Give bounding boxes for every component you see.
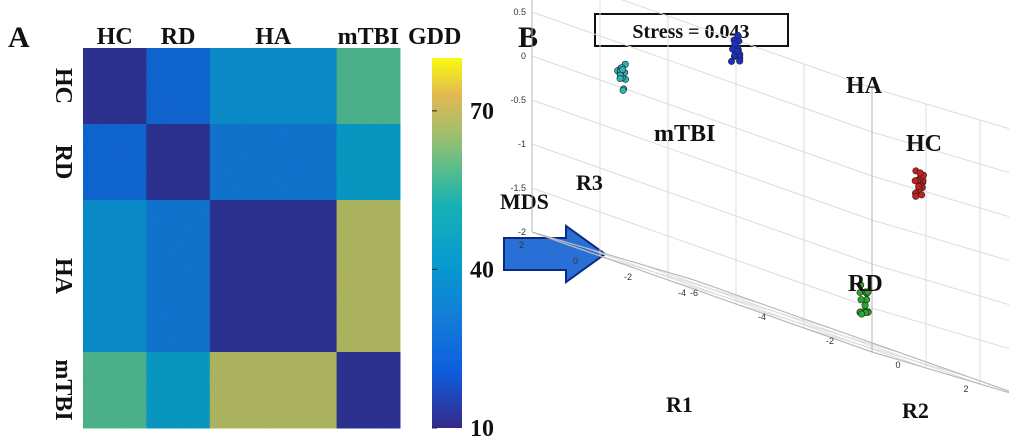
point-hc xyxy=(915,182,923,190)
stress-box xyxy=(594,13,789,47)
r2-tick--6: -6 xyxy=(690,288,698,298)
column-label-rd: RD xyxy=(161,24,196,50)
r1-tick-0: 0 xyxy=(573,256,578,266)
panel-a-letter: A xyxy=(8,21,30,54)
r1-tick--2: -2 xyxy=(624,272,632,282)
grid-line xyxy=(531,187,873,309)
heatmap-column-labels: HC RD HA mTBI xyxy=(97,24,399,50)
axis-r3-label: R3 xyxy=(576,170,603,195)
point-mtbi xyxy=(616,75,624,83)
grid-line xyxy=(531,143,873,265)
cluster-label-rd: RD xyxy=(848,271,883,297)
r2-tick--4: -4 xyxy=(758,312,766,322)
grid-line xyxy=(621,0,873,89)
point-hc xyxy=(916,169,924,177)
grid-line xyxy=(667,279,831,329)
r3-tick--1: -1 xyxy=(518,139,526,149)
cluster-label-mtbi: mTBI xyxy=(654,121,715,147)
axis-ticks-3d: 10.50-0.5-1-1.5-220-2-4-6-4-2024 xyxy=(510,7,968,394)
colorbar-label: GDD xyxy=(408,24,461,50)
colorbar xyxy=(432,58,462,428)
cluster-mtbi xyxy=(614,60,630,94)
row-label-ha: HA xyxy=(50,258,76,295)
r3-tick-0: 0 xyxy=(521,51,526,61)
point-mtbi xyxy=(619,86,627,94)
point-rd xyxy=(861,301,869,309)
point-rd xyxy=(858,310,866,318)
column-label-mtbi: mTBI xyxy=(338,24,399,50)
cluster-ha xyxy=(728,31,744,65)
grid-line xyxy=(531,11,873,133)
mds-arrow-icon xyxy=(503,224,607,284)
colorbar-ticks: 70 40 10 xyxy=(432,99,494,437)
point-rd xyxy=(857,281,865,289)
grid-line xyxy=(871,263,1009,306)
heatmap-row-labels: HC RD HA mTBI xyxy=(50,68,76,421)
mds-arrow-label: MDS xyxy=(500,189,549,214)
row-label-hc: HC xyxy=(50,68,76,104)
point-hc xyxy=(912,192,920,200)
point-ha xyxy=(736,57,744,65)
row-label-rd: RD xyxy=(50,145,76,180)
grid-line xyxy=(599,255,763,305)
mds-points xyxy=(614,31,927,318)
grid-3d xyxy=(531,0,1009,394)
grid-line xyxy=(871,175,1009,218)
column-label-hc: HC xyxy=(97,24,133,50)
r1-tick--4: -4 xyxy=(678,288,686,298)
grid-line xyxy=(871,307,1009,350)
axis-r2-label: R2 xyxy=(902,398,929,423)
point-mtbi xyxy=(619,66,627,74)
point-rd xyxy=(864,288,872,296)
grid-line xyxy=(871,219,1009,262)
r3-tick--2: -2 xyxy=(518,227,526,237)
point-rd xyxy=(857,296,865,304)
column-label-ha: HA xyxy=(255,24,292,50)
grid-line xyxy=(639,263,981,385)
grid-line xyxy=(871,351,1009,394)
colorbar-tick-10: 10 xyxy=(470,416,494,437)
point-hc xyxy=(918,191,926,199)
r3-tick--1.5: -1.5 xyxy=(510,183,526,193)
grid-line xyxy=(871,87,1009,130)
r3-tick-0.5: 0.5 xyxy=(513,7,526,17)
colorbar-tick-40: 40 xyxy=(470,257,494,283)
heatmap-texture xyxy=(83,48,400,428)
cluster-rd xyxy=(856,281,872,318)
r3-tick--0.5: -0.5 xyxy=(510,95,526,105)
r2-tick--2: -2 xyxy=(826,336,834,346)
colorbar-tick-70: 70 xyxy=(470,99,494,125)
heatmap xyxy=(83,48,401,429)
cluster-label-ha: HA xyxy=(846,73,883,99)
grid-line xyxy=(803,327,967,377)
grid-line xyxy=(871,351,1009,394)
grid-line xyxy=(585,247,927,369)
grid-line xyxy=(531,55,873,177)
point-hc xyxy=(911,177,919,185)
box-edge xyxy=(531,231,1009,394)
mds-3d-plot: 10.50-0.5-1-1.5-220-2-4-6-4-2024 xyxy=(510,0,1009,394)
r1-tick-2: 2 xyxy=(519,240,524,250)
row-label-mtbi: mTBI xyxy=(50,359,76,420)
point-ha xyxy=(731,40,739,48)
point-ha xyxy=(733,47,741,55)
panel-b-letter: B xyxy=(518,21,538,54)
point-ha xyxy=(734,31,742,39)
axis-r1-label: R1 xyxy=(666,392,693,417)
grid-line xyxy=(735,303,899,353)
r2-tick-2: 2 xyxy=(963,384,968,394)
cluster-hc xyxy=(911,167,927,200)
stress-value: Stress = 0.043 xyxy=(632,21,749,43)
cluster-label-hc: HC xyxy=(906,131,942,157)
grid-line xyxy=(871,131,1009,174)
r2-tick-0: 0 xyxy=(895,360,900,370)
grid-line xyxy=(531,99,873,221)
